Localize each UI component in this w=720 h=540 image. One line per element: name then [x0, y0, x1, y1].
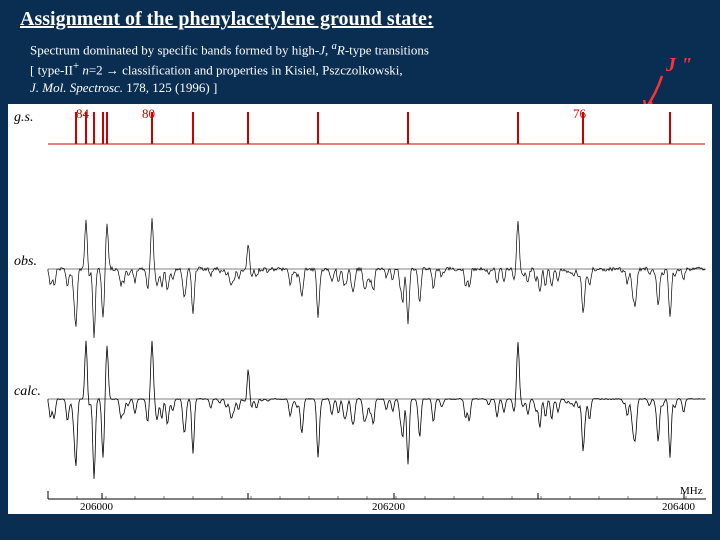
subtitle-part: J. Mol. Spectrosc. — [30, 80, 123, 95]
subtitle-part: -type transitions — [345, 42, 429, 57]
red-tick-label: 80 — [142, 106, 155, 122]
subtitle-part: J, — [319, 42, 331, 57]
x-tick-label: 206400 — [662, 501, 695, 513]
subtitle-part: n — [79, 62, 89, 77]
x-axis-unit: MHz — [680, 485, 703, 497]
x-tick-label: 206200 — [372, 501, 405, 513]
subtitle-part: Spectrum dominated by specific bands for… — [30, 42, 319, 57]
red-tick-label: 84 — [76, 106, 89, 122]
subtitle-part: 178, 125 (1996) ] — [123, 80, 217, 95]
red-tick-label: 76 — [573, 106, 586, 122]
x-tick-label: 206000 — [80, 501, 113, 513]
spectrum-svg — [8, 104, 712, 514]
calc-label: calc. — [14, 384, 41, 400]
subtitle-part: [ type-II — [30, 62, 73, 77]
obs-label: obs. — [14, 254, 37, 270]
subtitle-part: =2 → classification and properties in Ki… — [89, 62, 403, 77]
subtitle-part: R — [337, 42, 345, 57]
subtitle-text: Spectrum dominated by specific bands for… — [0, 35, 600, 104]
page-title: Assignment of the phenylacetylene ground… — [20, 8, 434, 30]
gs-label: g.s. — [14, 110, 33, 126]
spectrum-chart: g.s. obs. calc. 84 80 76 206000 206200 206400… — [8, 104, 712, 514]
